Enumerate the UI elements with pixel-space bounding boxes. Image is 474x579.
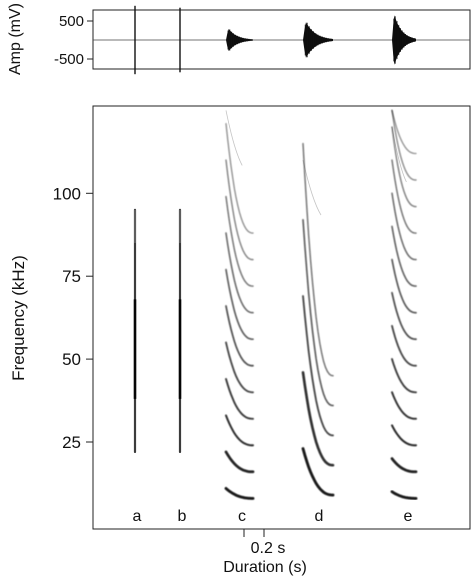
spectrogram-y-tick-label: 50 (62, 350, 81, 369)
oscillogram-y-tick-label: -500 (54, 51, 84, 68)
call-label-b: b (178, 508, 187, 525)
x-axis-label: Duration (s) (223, 559, 307, 576)
harmonic-c-8 (225, 232, 254, 314)
harmonic-e-2 (390, 457, 418, 474)
harmonic-c-4 (225, 378, 254, 420)
scale-bar-label: 0.2 s (251, 540, 286, 557)
oscillogram-burst-d (303, 22, 333, 58)
spectrogram-y-axis-label: Frequency (kHz) (9, 255, 28, 381)
harmonic-e-12 (391, 126, 417, 208)
harmonic-d-3 (302, 295, 334, 437)
harmonic-e-5 (391, 358, 417, 394)
spectrogram-frame (92, 105, 471, 530)
harmonic-e-9 (391, 225, 417, 287)
harmonic-e-4 (391, 391, 417, 420)
harmonic-c-2 (224, 450, 255, 474)
oscillogram-y-tick-label: 500 (59, 13, 84, 30)
harmonic-c-6 (225, 305, 254, 367)
harmonic-c-5 (225, 341, 254, 394)
harmonic-c-7 (225, 268, 254, 341)
call-label-e: e (404, 508, 413, 525)
oscillogram-burst-c (226, 29, 253, 51)
spectrogram-call-c (224, 110, 255, 500)
call-label-c: c (238, 508, 246, 525)
harmonic-e-8 (391, 258, 417, 314)
harmonic-e-3 (390, 424, 418, 447)
harmonic-d-2 (301, 371, 335, 467)
spectrogram-y-tick-label: 75 (62, 267, 81, 286)
harmonic-e-1 (390, 490, 418, 500)
spectrogram-call-e (390, 109, 418, 500)
spectrogram-panel: 25 50 75 100 a b c d e Frequency (kHz) (9, 105, 471, 530)
harmonic-c-3 (224, 414, 255, 447)
oscillogram-burst-e (392, 15, 416, 65)
oscillogram-frame (92, 9, 471, 70)
oscillogram-y-axis-label: Amp (mV) (7, 3, 24, 75)
harmonic-d-5 (302, 142, 334, 377)
harmonic-e-11 (391, 159, 417, 234)
harmonic-e-7 (391, 291, 417, 341)
harmonic-d-4 (302, 218, 334, 407)
scale-bar: 0.2 s (243, 529, 286, 557)
call-label-d: d (315, 508, 324, 525)
spectrogram-y-tick-label: 100 (53, 184, 81, 203)
harmonic-c-11 (225, 123, 254, 234)
harmonic-c-9 (225, 195, 254, 287)
harmonic-e-14 (391, 109, 417, 155)
spectrogram-y-tick-label: 25 (62, 433, 81, 452)
oscillogram-panel: 500 -500 Amp (mV) (7, 3, 471, 75)
spectrogram-call-d (301, 142, 335, 497)
harmonic-e-13 (391, 109, 417, 181)
call-label-a: a (133, 508, 142, 525)
harmonic-d-1 (301, 447, 335, 497)
harmonic-c-1 (224, 486, 255, 500)
harmonic-e-6 (391, 324, 417, 367)
harmonic-e-10 (391, 192, 417, 261)
harmonic-c-10 (225, 159, 254, 261)
